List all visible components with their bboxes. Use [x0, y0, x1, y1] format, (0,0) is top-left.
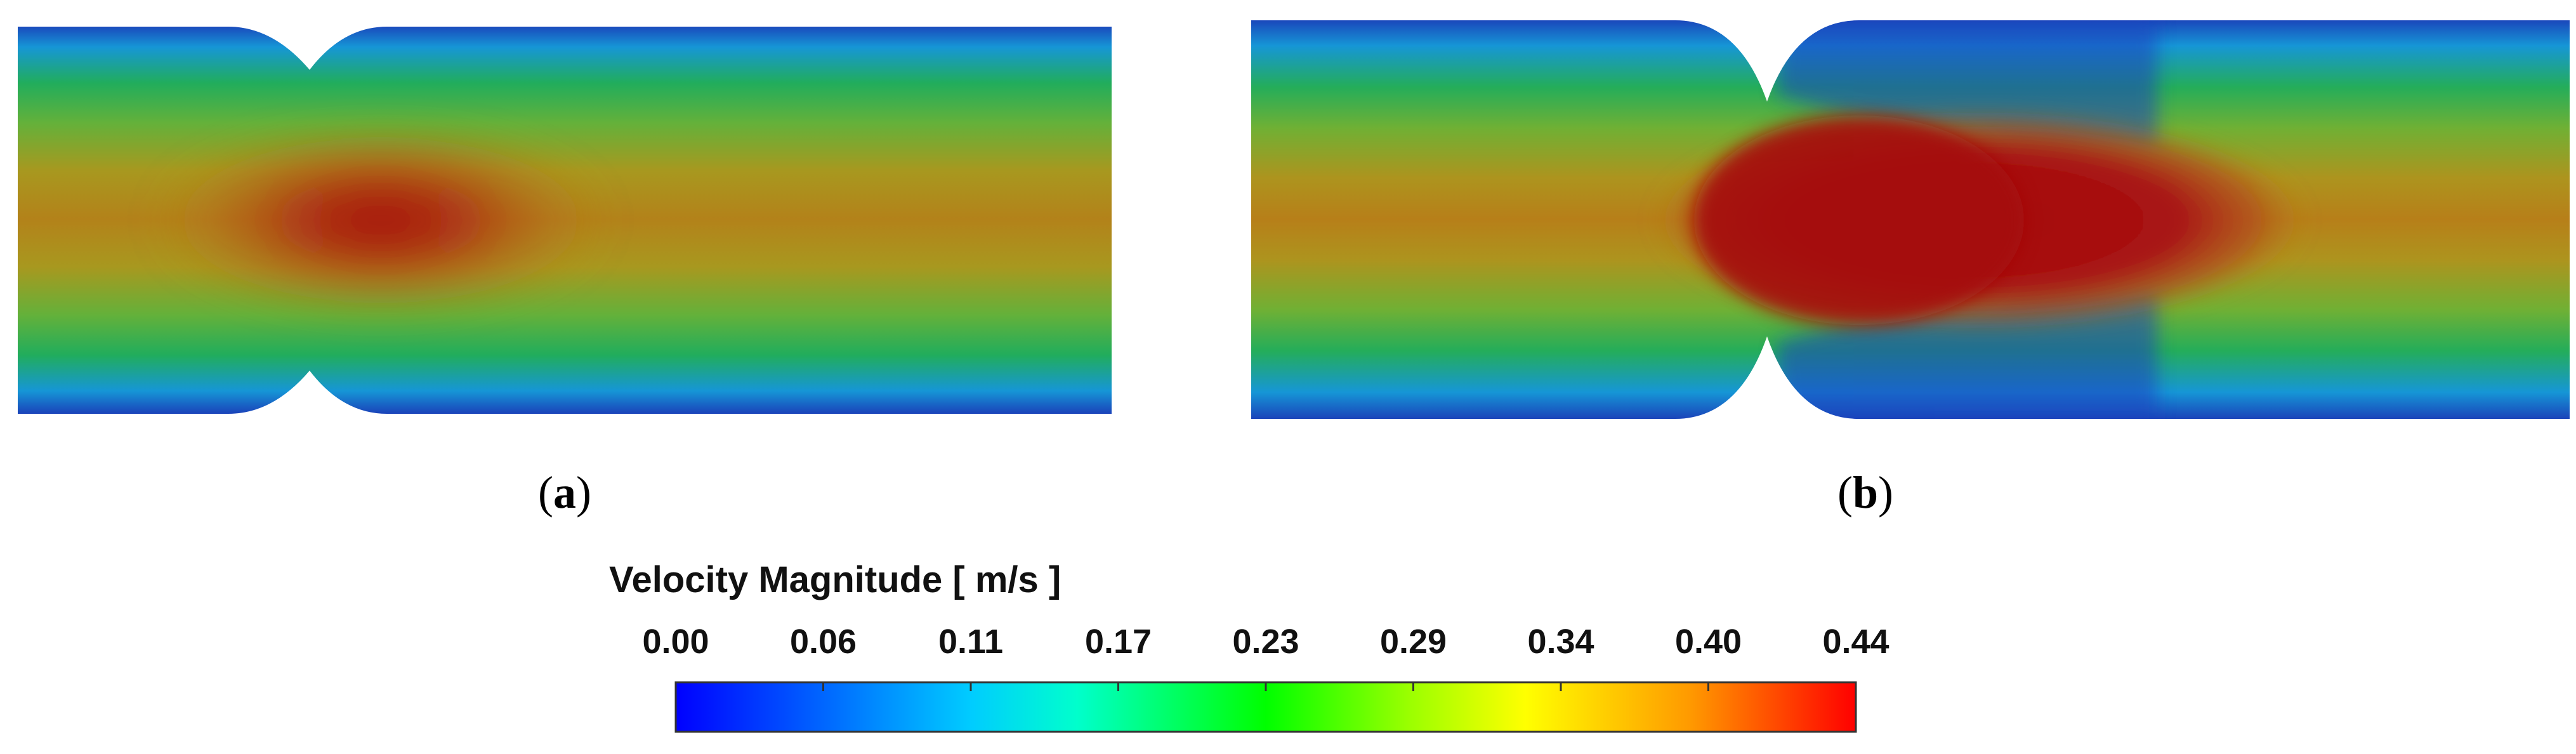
- colorbar-tick-label: 0.11: [938, 623, 1004, 661]
- colorbar-ticks: [822, 682, 1709, 691]
- jet-core-a: [152, 125, 609, 315]
- panel-label-b: (b): [1837, 467, 1893, 518]
- colorbar-tick-label: 0.40: [1674, 623, 1742, 661]
- jet-core-b-inner: [1694, 116, 2024, 325]
- colorbar-tick-label: 0.44: [1822, 623, 1889, 661]
- colorbar-tick-label: 0.00: [642, 623, 709, 661]
- colorbar-tick-label: 0.17: [1084, 623, 1152, 661]
- colorbar-title: Velocity Magnitude [ m/s ]: [609, 559, 1061, 600]
- colorbar-tick-label: 0.06: [789, 623, 857, 661]
- panel-label-a: (a): [538, 467, 591, 518]
- colorbar-tick-label: 0.29: [1379, 623, 1447, 661]
- colorbar-tick-label: 0.23: [1232, 623, 1299, 661]
- contour-panel-a: [18, 27, 1112, 414]
- colorbar: [674, 681, 1857, 733]
- contour-panel-b: [1251, 20, 2570, 419]
- colorbar-tick-label: 0.34: [1527, 623, 1594, 661]
